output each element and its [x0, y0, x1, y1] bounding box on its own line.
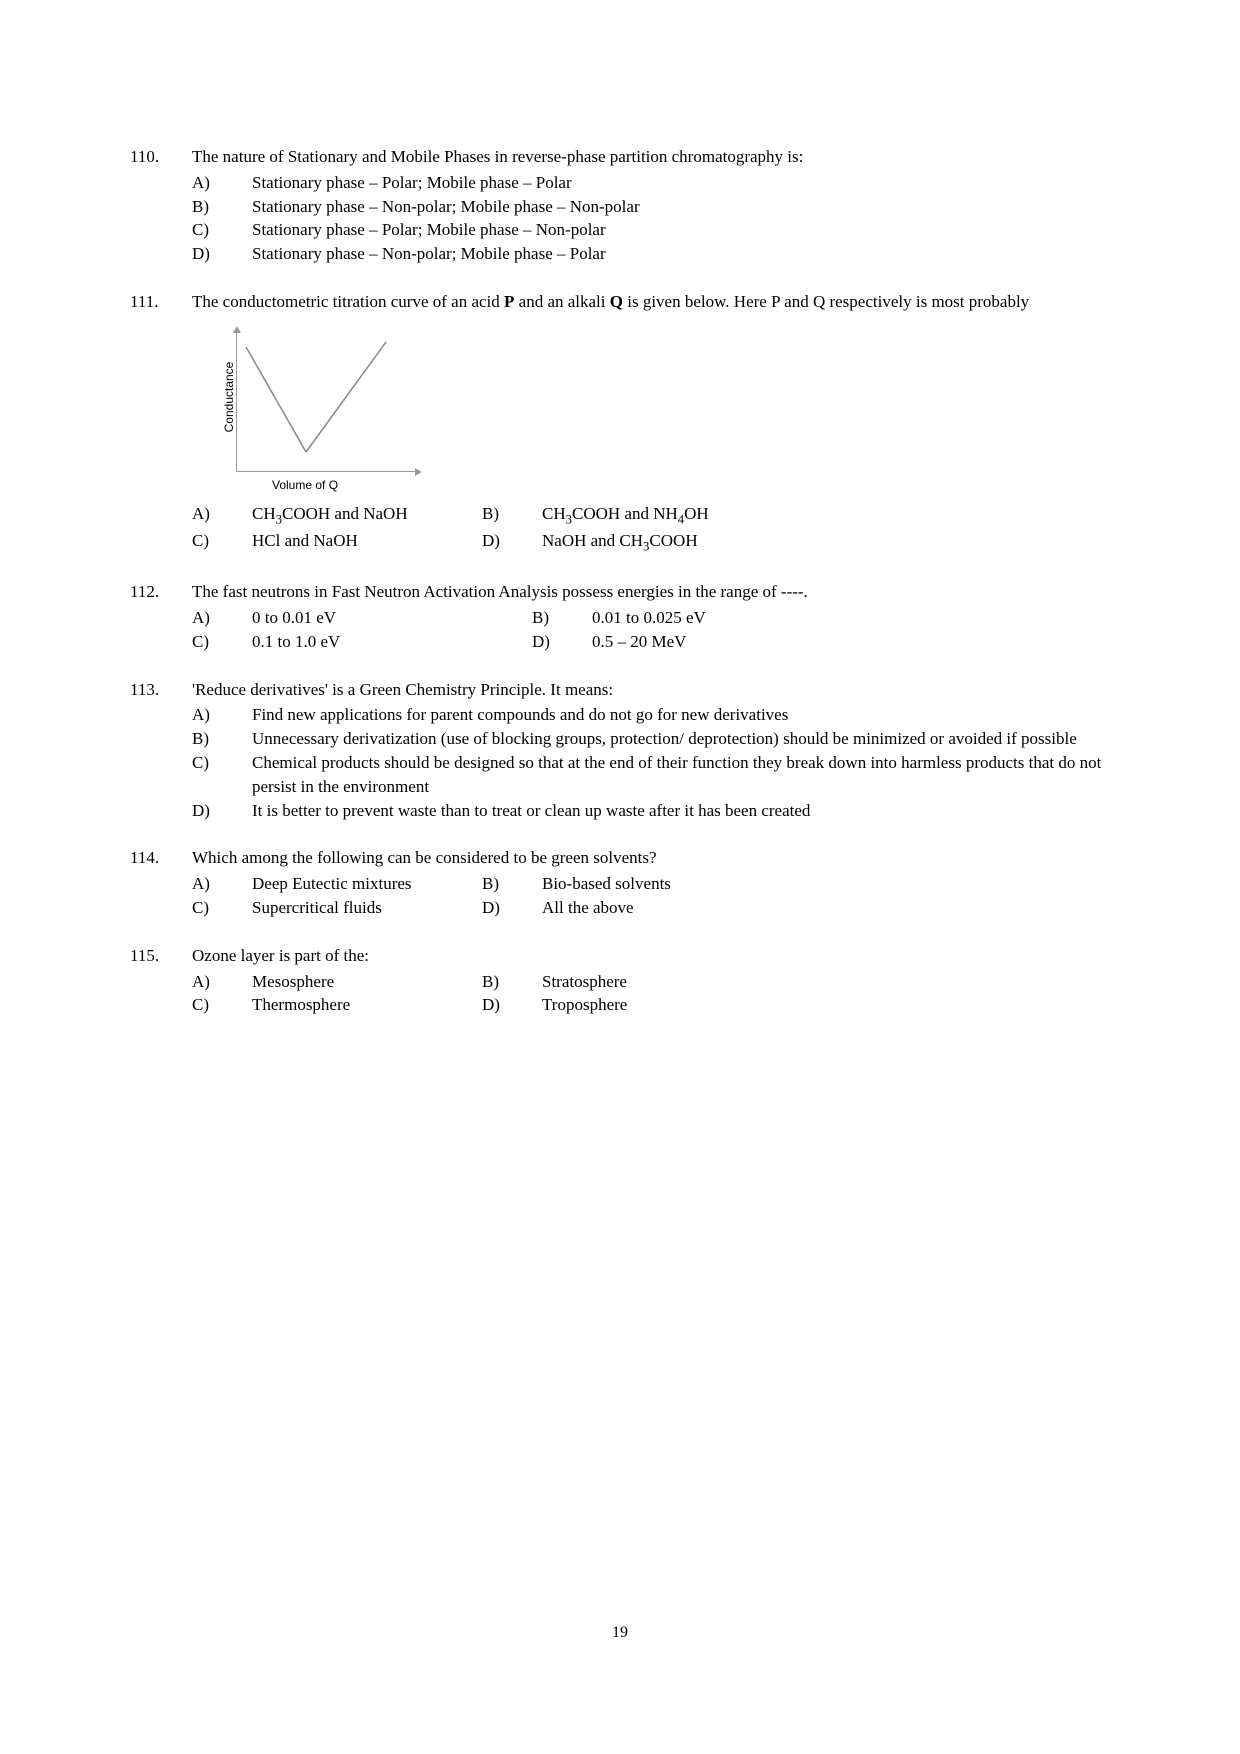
- option-a: A)Stationary phase – Polar; Mobile phase…: [192, 171, 1120, 195]
- x-axis-label: Volume of Q: [272, 477, 338, 494]
- question-number: 111.: [130, 290, 192, 556]
- option-c: C)HCl and NaOH: [192, 529, 482, 556]
- question-text: The fast neutrons in Fast Neutron Activa…: [192, 580, 1120, 604]
- question-number: 112.: [130, 580, 192, 653]
- options: A)Mesosphere B)Stratosphere C)Thermosphe…: [192, 970, 1120, 1018]
- option-text: CH3COOH and NaOH: [252, 502, 482, 529]
- question-text: Ozone layer is part of the:: [192, 944, 1120, 968]
- option-d: D)All the above: [482, 896, 1120, 920]
- options: A)0 to 0.01 eV B)0.01 to 0.025 eV C)0.1 …: [192, 606, 1120, 654]
- option-text: CH3COOH and NH4OH: [542, 502, 1120, 529]
- page-number: 19: [612, 1622, 628, 1644]
- question-number: 110.: [130, 145, 192, 266]
- conductance-chart: Conductance Volume of Q: [192, 322, 1120, 472]
- option-a: A)CH3COOH and NaOH: [192, 502, 482, 529]
- option-a: A)0 to 0.01 eV: [192, 606, 532, 630]
- chart-line-1: [246, 347, 306, 452]
- question-number: 114.: [130, 846, 192, 919]
- option-c: C)Thermosphere: [192, 993, 482, 1017]
- question-110: 110. The nature of Stationary and Mobile…: [130, 145, 1120, 266]
- options: A)CH3COOH and NaOH B)CH3COOH and NH4OH C…: [192, 502, 1120, 556]
- question-115: 115. Ozone layer is part of the: A)Mesos…: [130, 944, 1120, 1017]
- option-c: C)Stationary phase – Polar; Mobile phase…: [192, 218, 1120, 242]
- chart-lines: [236, 332, 416, 472]
- option-b: B)Bio-based solvents: [482, 872, 1120, 896]
- option-b: B)Unnecessary derivatization (use of blo…: [192, 727, 1120, 751]
- question-number: 115.: [130, 944, 192, 1017]
- option-d: D)Troposphere: [482, 993, 1120, 1017]
- option-d: D)Stationary phase – Non-polar; Mobile p…: [192, 242, 1120, 266]
- option-b: B)CH3COOH and NH4OH: [482, 502, 1120, 529]
- question-text: Which among the following can be conside…: [192, 846, 1120, 870]
- option-a: A)Mesosphere: [192, 970, 482, 994]
- option-a: A)Find new applications for parent compo…: [192, 703, 1120, 727]
- question-list: 110. The nature of Stationary and Mobile…: [130, 145, 1120, 1017]
- options: A)Deep Eutectic mixtures B)Bio-based sol…: [192, 872, 1120, 920]
- question-text: The conductometric titration curve of an…: [192, 290, 1120, 314]
- option-b: B)Stationary phase – Non-polar; Mobile p…: [192, 195, 1120, 219]
- option-d: D)It is better to prevent waste than to …: [192, 799, 1120, 823]
- question-text: 'Reduce derivatives' is a Green Chemistr…: [192, 678, 1120, 702]
- question-number: 113.: [130, 678, 192, 823]
- option-a: A)Deep Eutectic mixtures: [192, 872, 482, 896]
- question-113: 113. 'Reduce derivatives' is a Green Che…: [130, 678, 1120, 823]
- option-c: C)Supercritical fluids: [192, 896, 482, 920]
- chart-line-2: [306, 342, 386, 452]
- option-b: B)Stratosphere: [482, 970, 1120, 994]
- options: A)Find new applications for parent compo…: [192, 703, 1120, 822]
- option-d: D)NaOH and CH3COOH: [482, 529, 1120, 556]
- question-112: 112. The fast neutrons in Fast Neutron A…: [130, 580, 1120, 653]
- option-b: B)0.01 to 0.025 eV: [532, 606, 1120, 630]
- options: A)Stationary phase – Polar; Mobile phase…: [192, 171, 1120, 266]
- option-c: C)Chemical products should be designed s…: [192, 751, 1120, 799]
- option-text: HCl and NaOH: [252, 529, 482, 556]
- right-arrow-icon: [415, 468, 422, 476]
- option-text: NaOH and CH3COOH: [542, 529, 1120, 556]
- question-text: The nature of Stationary and Mobile Phas…: [192, 145, 1120, 169]
- option-c: C)0.1 to 1.0 eV: [192, 630, 532, 654]
- question-114: 114. Which among the following can be co…: [130, 846, 1120, 919]
- question-111: 111. The conductometric titration curve …: [130, 290, 1120, 556]
- option-d: D)0.5 – 20 MeV: [532, 630, 1120, 654]
